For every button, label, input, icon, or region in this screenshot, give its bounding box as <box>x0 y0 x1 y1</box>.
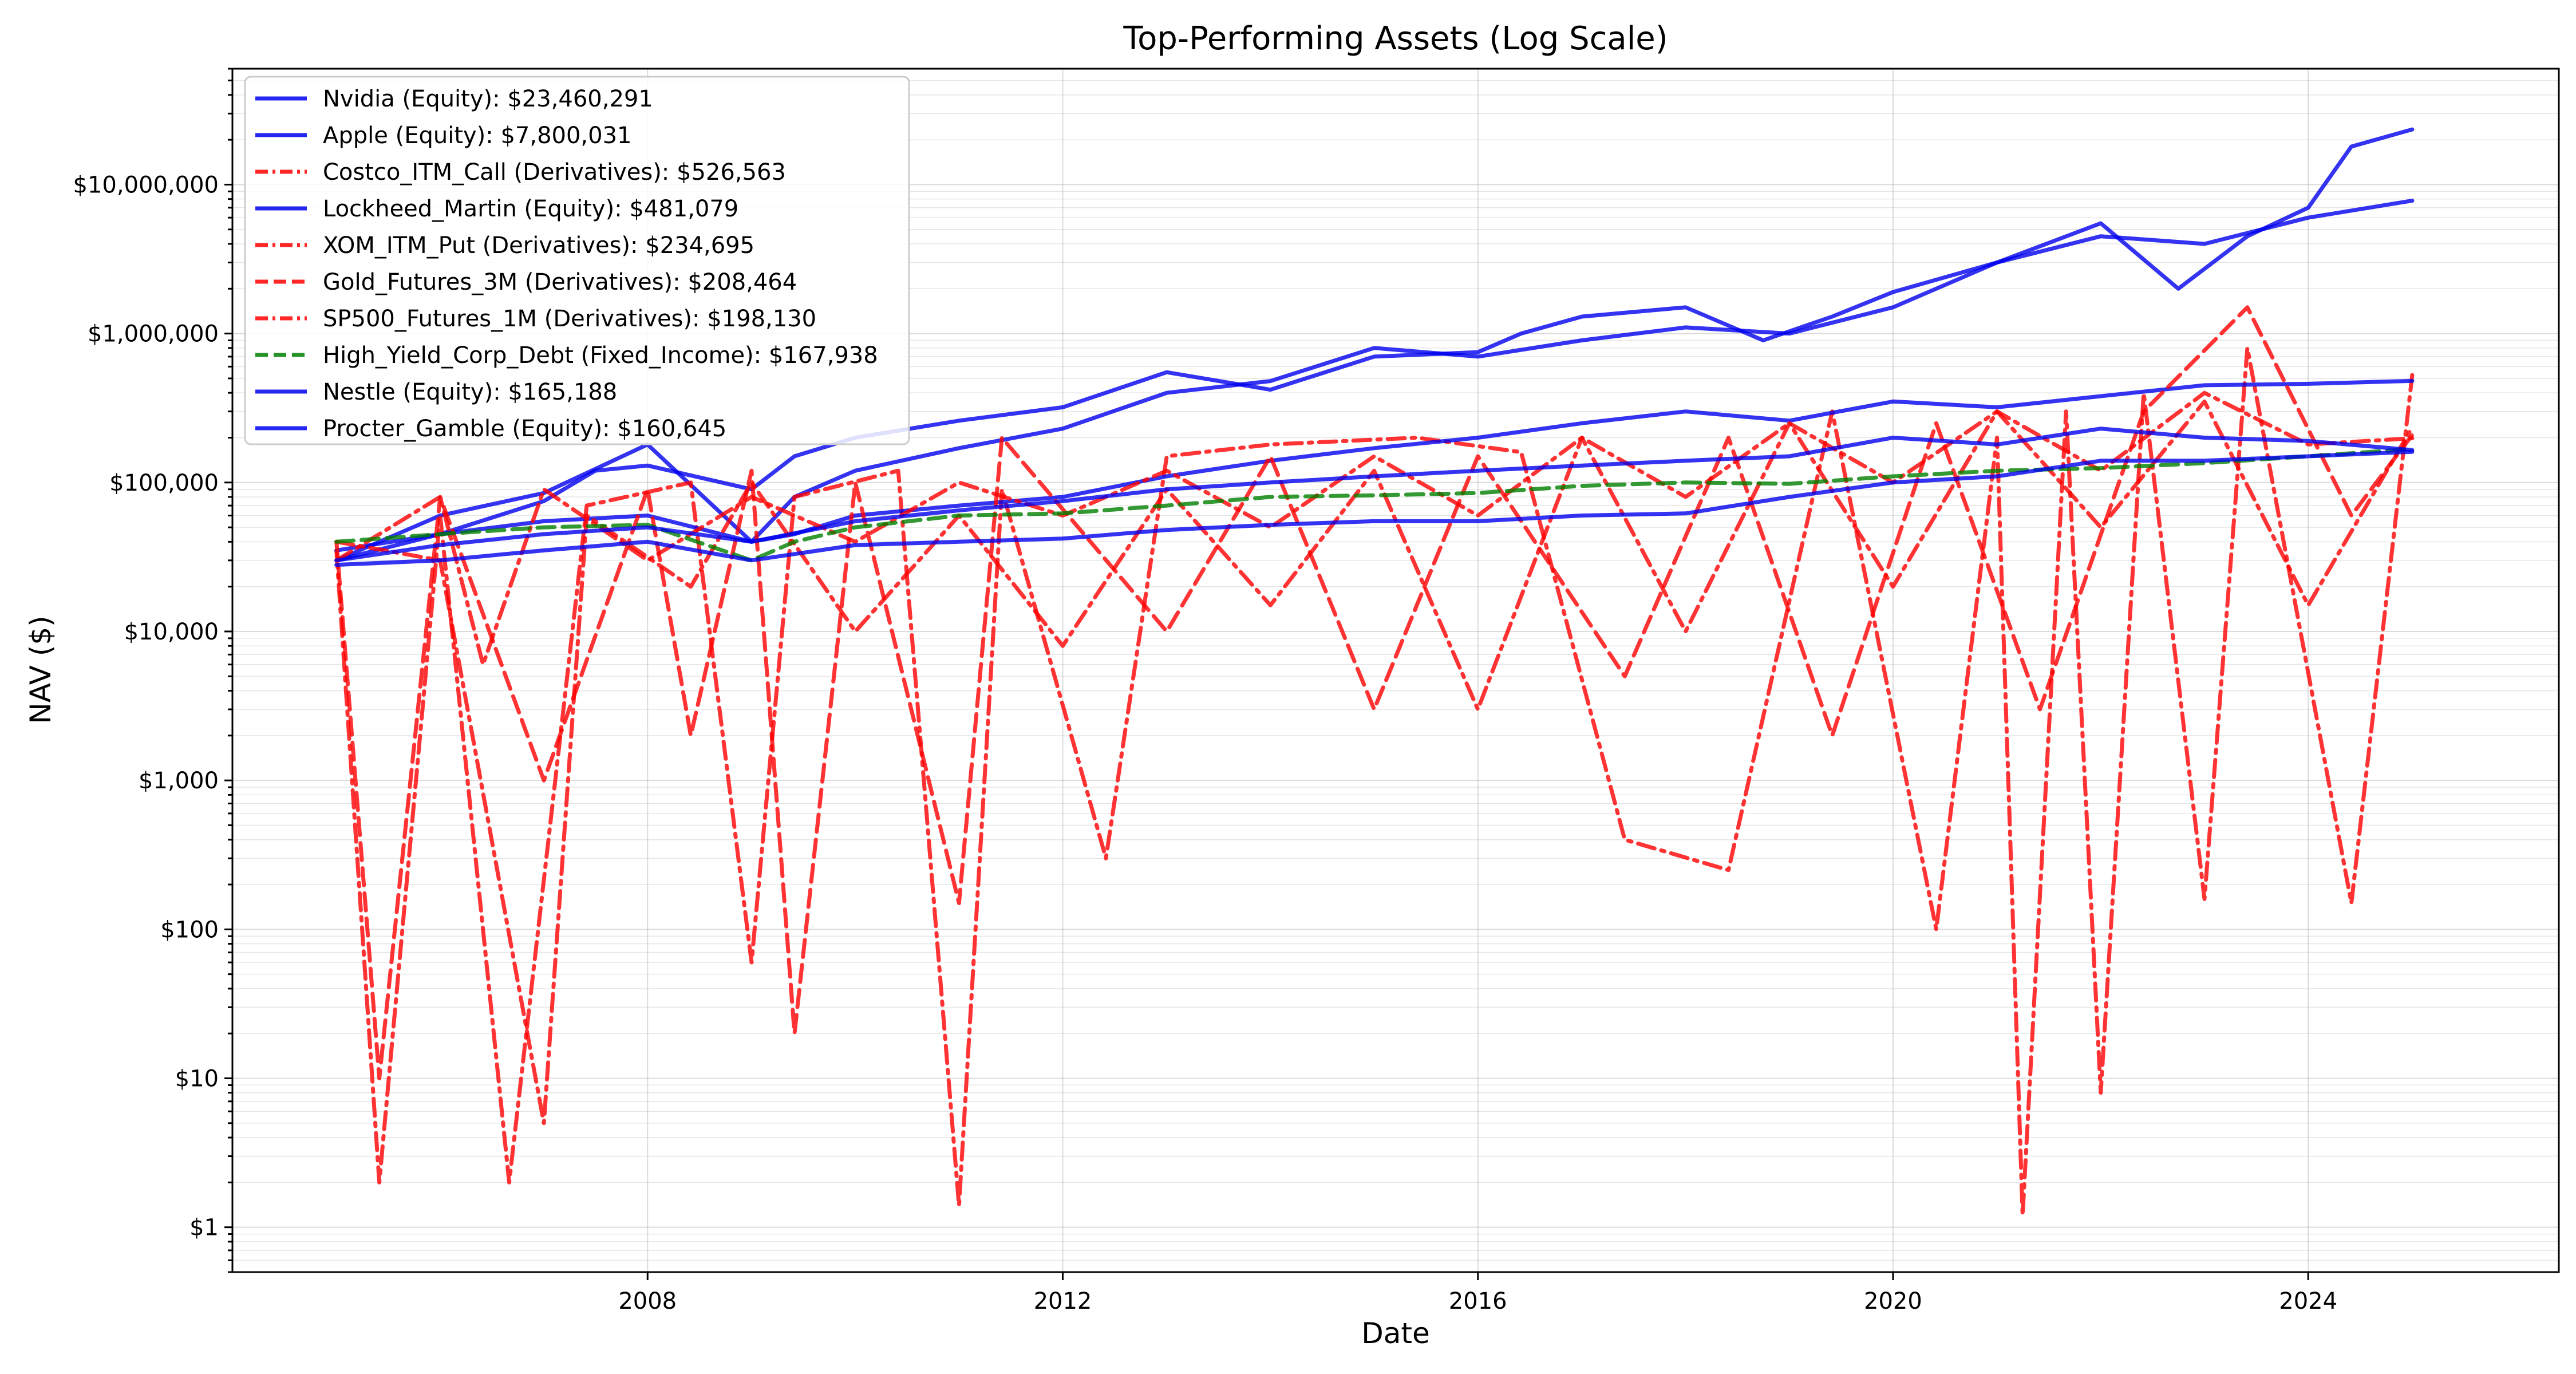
y-tick-label: $100 <box>160 917 219 943</box>
legend-label: XOM_ITM_Put (Derivatives): $234,695 <box>323 232 754 259</box>
legend-label: Nvidia (Equity): $23,460,291 <box>323 86 653 112</box>
y-tick-label: $10,000 <box>124 619 219 645</box>
legend: Nvidia (Equity): $23,460,291 Apple (Equit… <box>244 76 910 445</box>
legend-label: Apple (Equity): $7,800,031 <box>323 123 632 149</box>
legend-label: SP500_Futures_1M (Derivatives): $198,130 <box>323 306 816 332</box>
x-tick-label: 2012 <box>1034 1288 1092 1314</box>
y-tick-label: $1,000 <box>139 768 219 794</box>
legend-label: Lockheed_Martin (Equity): $481,079 <box>323 196 738 222</box>
series-line-10 <box>334 449 2415 567</box>
x-axis-ticks: 2008 2012 2016 2020 2024 <box>618 1272 2337 1314</box>
legend-box <box>244 76 910 445</box>
plot-frame <box>231 68 2560 1273</box>
series-line-9 <box>334 427 2415 563</box>
y-axis-label: NAV ($) <box>24 615 57 724</box>
series-line-3 <box>334 346 2415 1218</box>
y-tick-label: $10,000,000 <box>73 172 219 198</box>
legend-label: Procter_Gamble (Equity): $160,645 <box>323 416 726 442</box>
series-lines <box>334 127 2415 1218</box>
y-axis-ticks: $1 $10 $100 $1,000 $10,000 $100,000 $1,000,000… <box>73 172 232 1241</box>
y-tick-label: $1,000,000 <box>88 321 219 348</box>
x-tick-label: 2008 <box>618 1288 677 1314</box>
chart-title: Top-Performing Assets (Log Scale) <box>1123 20 1668 57</box>
x-axis-label: Date <box>1361 1317 1430 1350</box>
x-tick-label: 2020 <box>1864 1288 1922 1314</box>
legend-label: High_Yield_Corp_Debt (Fixed_Income): $16… <box>323 342 878 369</box>
y-tick-label: $1 <box>189 1215 219 1241</box>
x-tick-label: 2016 <box>1449 1288 1507 1314</box>
y-tick-label: $10 <box>175 1066 219 1092</box>
y-tick-label: $100,000 <box>109 470 219 496</box>
legend-label: Costco_ITM_Call (Derivatives): $526,563 <box>323 159 786 185</box>
series-line-6 <box>334 305 2415 1080</box>
legend-label: Nestle (Equity): $165,188 <box>323 379 617 405</box>
legend-label: Gold_Futures_3M (Derivatives): $208,464 <box>323 269 797 295</box>
series-line-1 <box>334 127 2415 563</box>
series-line-2 <box>334 199 2415 563</box>
x-tick-label: 2024 <box>2279 1288 2337 1314</box>
